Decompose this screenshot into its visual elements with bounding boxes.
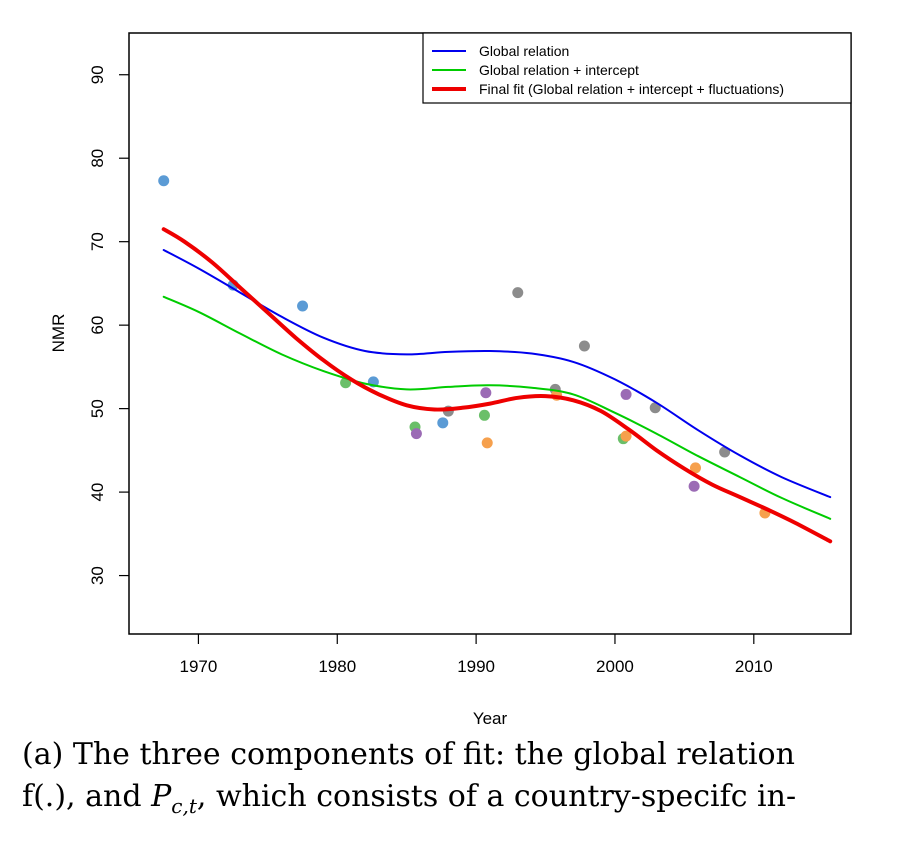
series-line-global	[162, 249, 832, 499]
x-tick-label: 1970	[180, 657, 218, 676]
plot-frame	[128, 32, 852, 635]
data-point	[689, 462, 701, 474]
x-axis-label: Year	[473, 709, 508, 728]
caption-var-p: P	[151, 779, 172, 814]
legend-label-global: Global relation	[479, 43, 569, 59]
data-point	[512, 287, 524, 299]
data-point	[649, 402, 661, 414]
legend-label-final: Final fit (Global relation + intercept +…	[479, 81, 784, 97]
data-point	[578, 340, 590, 352]
x-tick-label: 1980	[318, 657, 356, 676]
data-point	[478, 409, 490, 421]
x-axis: 1970 1980 1990 2000 2010	[180, 633, 773, 676]
data-point	[481, 437, 493, 449]
data-point	[688, 480, 700, 492]
y-axis: 30 40 50 60 70 80 90	[88, 65, 129, 585]
caption-line-2-post: , which consists of a country-specifc in…	[196, 779, 797, 814]
data-point	[410, 428, 422, 440]
y-tick-label: 60	[88, 316, 107, 335]
data-point	[437, 417, 449, 429]
chart: 1970 1980 1990 2000 2010 30 40 50 60 70 80 90 Year…	[49, 32, 852, 728]
x-tick-label: 1990	[457, 657, 495, 676]
data-point	[620, 430, 632, 442]
caption-var-sub: c,t	[171, 794, 197, 818]
series-line-final	[161, 227, 833, 544]
x-tick-label: 2010	[735, 657, 773, 676]
legend-box	[422, 32, 852, 104]
y-tick-label: 40	[88, 483, 107, 502]
data-point	[480, 387, 492, 399]
y-axis-label: NMR	[49, 314, 68, 353]
series-line-intercept	[162, 295, 832, 520]
caption-line-2: f(.), and Pc,t, which consists of a coun…	[22, 776, 902, 827]
y-tick-label: 30	[88, 566, 107, 585]
legend: Global relation Global relation + interc…	[422, 32, 852, 104]
y-tick-label: 70	[88, 232, 107, 251]
data-point	[297, 300, 309, 312]
caption-line-1: (a) The three components of fit: the glo…	[22, 737, 795, 772]
y-tick-label: 50	[88, 399, 107, 418]
legend-label-intercept: Global relation + intercept	[479, 62, 639, 78]
caption-line-2-pre: f(.), and	[22, 779, 152, 814]
y-tick-label: 80	[88, 149, 107, 168]
figure-caption: (a) The three components of fit: the glo…	[22, 734, 902, 827]
x-tick-label: 2000	[596, 657, 634, 676]
data-point	[158, 175, 170, 187]
fit-lines	[161, 227, 833, 544]
data-point	[620, 388, 632, 400]
y-tick-label: 90	[88, 65, 107, 84]
